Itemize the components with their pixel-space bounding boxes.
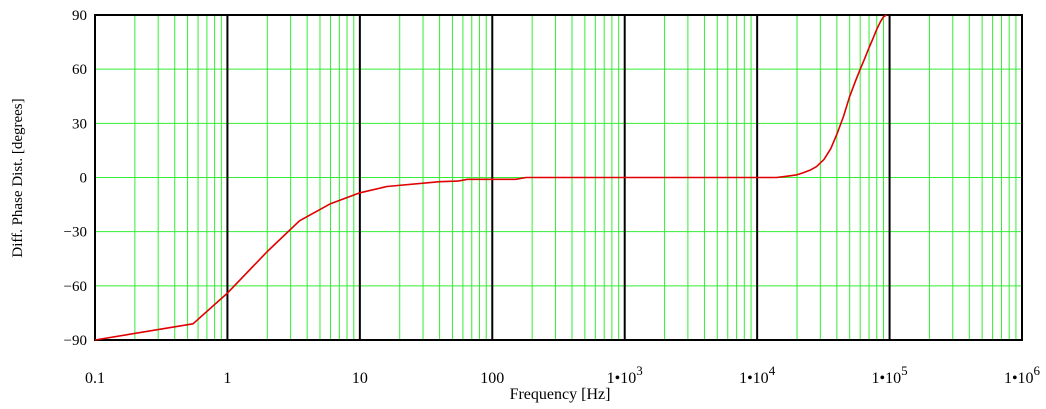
x-tick-label: 1 — [223, 370, 231, 387]
x-tick-label: 10 — [352, 370, 368, 387]
y-tick-label: 0 — [80, 171, 88, 187]
x-tick-label: 1•105 — [872, 363, 908, 387]
x-tick-label: 0.1 — [85, 370, 105, 387]
x-tick-label: 1•103 — [607, 363, 643, 387]
y-tick-label: 60 — [72, 62, 87, 78]
y-tick-label: −30 — [64, 225, 87, 241]
y-tick-label: 90 — [72, 8, 87, 24]
x-tick-label: 1•106 — [1004, 363, 1041, 387]
phase-series-line — [94, 14, 888, 341]
x-tick-label: 100 — [480, 370, 504, 387]
plot-frame — [94, 14, 1023, 341]
y-tick-label: 30 — [72, 116, 87, 132]
y-axis-label: Diff. Phase Dist. [degrees] — [10, 98, 26, 257]
x-axis-label: Frequency [Hz] — [510, 386, 611, 403]
y-tick-label: −90 — [64, 333, 87, 349]
y-tick-label: −60 — [64, 279, 87, 295]
x-tick-label: 1•104 — [739, 363, 776, 387]
